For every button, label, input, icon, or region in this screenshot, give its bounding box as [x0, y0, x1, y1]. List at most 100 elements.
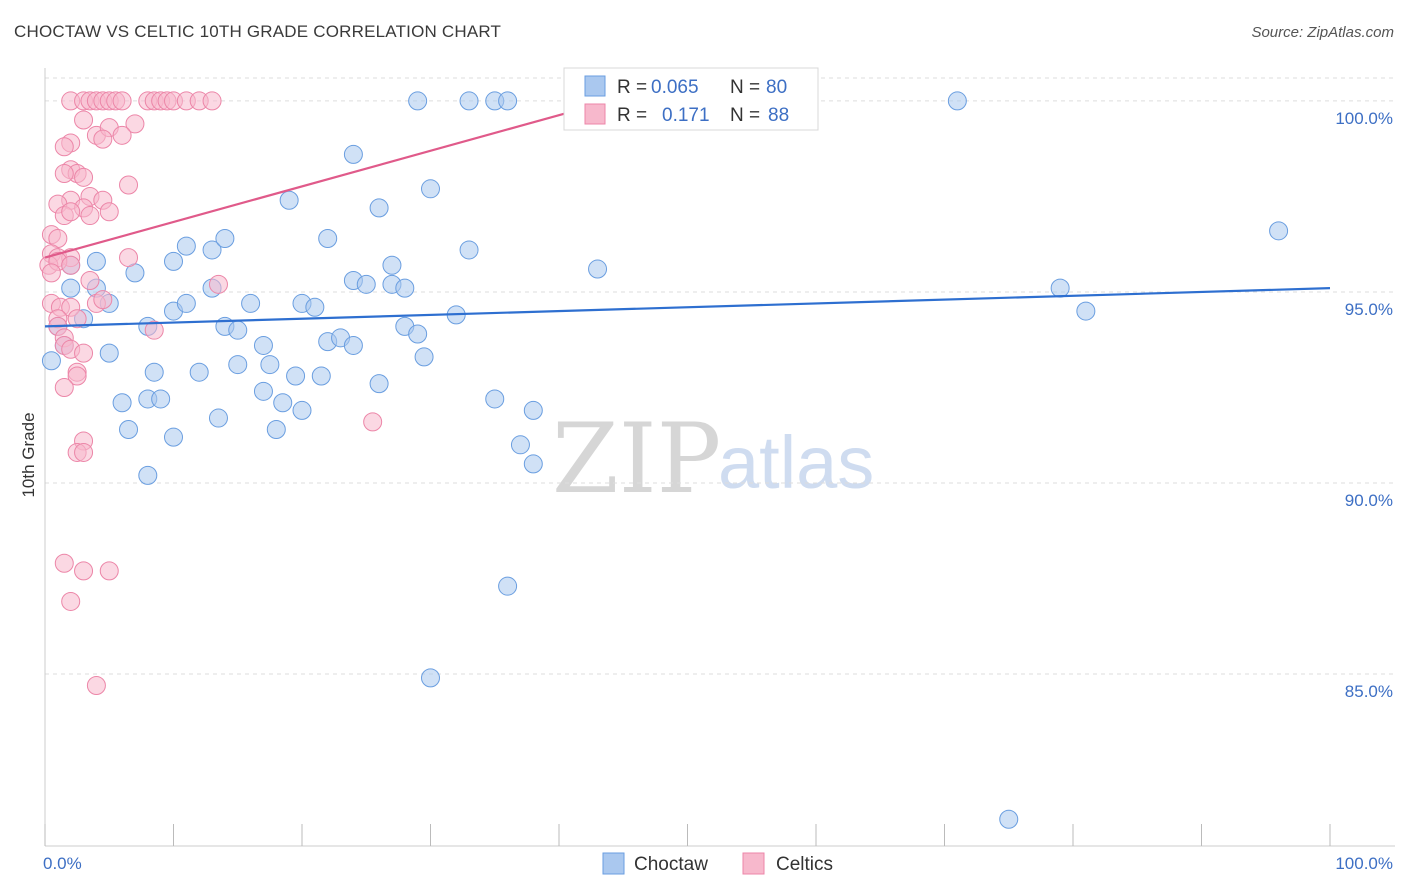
choctaw-point: [164, 427, 183, 447]
celtics-point: [61, 202, 81, 222]
choctaw-point: [421, 179, 440, 199]
choctaw-point: [112, 393, 132, 413]
celtics-point: [99, 561, 119, 581]
celtics-point: [208, 274, 228, 294]
celtics-points: [39, 91, 620, 696]
tick-labels: 85.0% 90.0% 95.0% 100.0% 0.0% 100.0%: [43, 109, 1393, 873]
choctaw-point: [485, 389, 505, 409]
choctaw-point: [41, 351, 61, 371]
celtics-point: [125, 114, 145, 134]
choctaw-point: [228, 355, 248, 375]
celtics-point: [74, 561, 94, 581]
choctaw-point: [1269, 221, 1289, 241]
choctaw-point: [510, 435, 530, 455]
axes: [44, 68, 1395, 847]
celtics-point: [363, 412, 383, 432]
choctaw-point: [253, 381, 273, 401]
choctaw-point: [369, 374, 389, 394]
choctaw-point: [343, 335, 363, 355]
legend-r-label-choctaw: R =: [617, 77, 647, 98]
celtics-point: [80, 206, 100, 226]
bottom-legend-swatch-choctaw: [602, 852, 625, 875]
choctaw-point: [260, 355, 280, 375]
celtics-point: [119, 248, 139, 268]
choctaw-point: [144, 362, 164, 382]
watermark-atlas: atlas: [718, 421, 874, 504]
choctaw-point: [408, 91, 428, 111]
choctaw-point: [414, 347, 434, 367]
choctaw-point: [292, 400, 312, 420]
celtics-point: [67, 366, 87, 386]
choctaw-point: [343, 144, 363, 164]
celtics-point: [74, 167, 94, 187]
celtics-point: [93, 290, 113, 310]
legend-r-value-celtics: 0.171: [662, 105, 710, 126]
top-legend-box: [563, 67, 819, 131]
choctaw-point: [382, 255, 402, 275]
choctaw-point: [498, 576, 518, 596]
choctaw-point: [119, 420, 139, 440]
choctaw-point: [253, 335, 273, 355]
celtics-point: [67, 309, 87, 329]
choctaw-point: [999, 809, 1019, 829]
celtics-point: [74, 343, 94, 363]
choctaw-point: [588, 259, 608, 279]
y-tick-label-95: 95.0%: [1345, 300, 1393, 319]
legend-n-value-choctaw: 80: [766, 77, 787, 98]
y-tick-label-90: 90.0%: [1345, 491, 1393, 510]
choctaw-point: [138, 465, 158, 485]
choctaw-point: [1076, 301, 1096, 321]
celtics-point: [112, 91, 132, 111]
choctaw-point: [176, 293, 196, 313]
celtics-point: [202, 91, 222, 111]
choctaw-point: [1050, 278, 1070, 298]
choctaw-point: [266, 420, 286, 440]
bottom-legend-swatch-celtics: [742, 852, 765, 875]
celtics-point: [144, 320, 164, 340]
y-axis-title: 10th Grade: [19, 412, 38, 497]
choctaw-point: [208, 408, 228, 428]
choctaw-point: [421, 668, 440, 688]
legend-n-label-choctaw: N =: [730, 77, 760, 98]
y-tick-label-85: 85.0%: [1345, 682, 1393, 701]
source-credit: Source: ZipAtlas.com: [1251, 24, 1394, 41]
choctaw-point: [523, 454, 543, 474]
choctaw-point: [408, 324, 428, 344]
celtics-point: [93, 129, 113, 149]
choctaw-point: [286, 366, 306, 386]
legend-swatch-celtics: [584, 103, 606, 125]
choctaw-point: [395, 278, 415, 298]
choctaw-point: [61, 278, 81, 298]
choctaw-point: [459, 91, 479, 111]
choctaw-point: [311, 366, 331, 386]
celtics-point: [61, 591, 81, 611]
choctaw-point: [305, 297, 325, 317]
y-tick-label-100: 100.0%: [1335, 109, 1393, 128]
celtics-point: [80, 271, 100, 291]
choctaw-point: [189, 362, 209, 382]
bottom-legend-label-choctaw: Choctaw: [634, 854, 708, 875]
choctaw-point: [318, 228, 338, 248]
choctaw-point: [356, 274, 376, 294]
chart-title: CHOCTAW VS CELTIC 10TH GRADE CORRELATION…: [14, 22, 502, 41]
choctaw-trend-line: [44, 287, 1331, 328]
celtics-point: [54, 164, 74, 184]
celtics-point: [54, 137, 74, 157]
choctaw-point: [99, 343, 119, 363]
watermark-zip: ZIP: [552, 403, 721, 515]
choctaw-point: [176, 236, 196, 256]
celtics-trend-line: [44, 99, 611, 259]
choctaw-point: [498, 91, 518, 111]
celtics-point: [112, 125, 132, 145]
choctaw-point: [279, 190, 299, 210]
choctaw-point: [273, 393, 293, 413]
celtics-point: [99, 202, 119, 222]
choctaw-point: [523, 400, 543, 420]
legend-n-value-celtics: 88: [768, 105, 789, 126]
celtics-point: [54, 377, 74, 397]
choctaw-point: [228, 320, 248, 340]
x-tick-label-100: 100.0%: [1335, 854, 1393, 873]
choctaw-point: [215, 228, 235, 248]
legend-r-value-choctaw: 0.065: [651, 77, 699, 98]
